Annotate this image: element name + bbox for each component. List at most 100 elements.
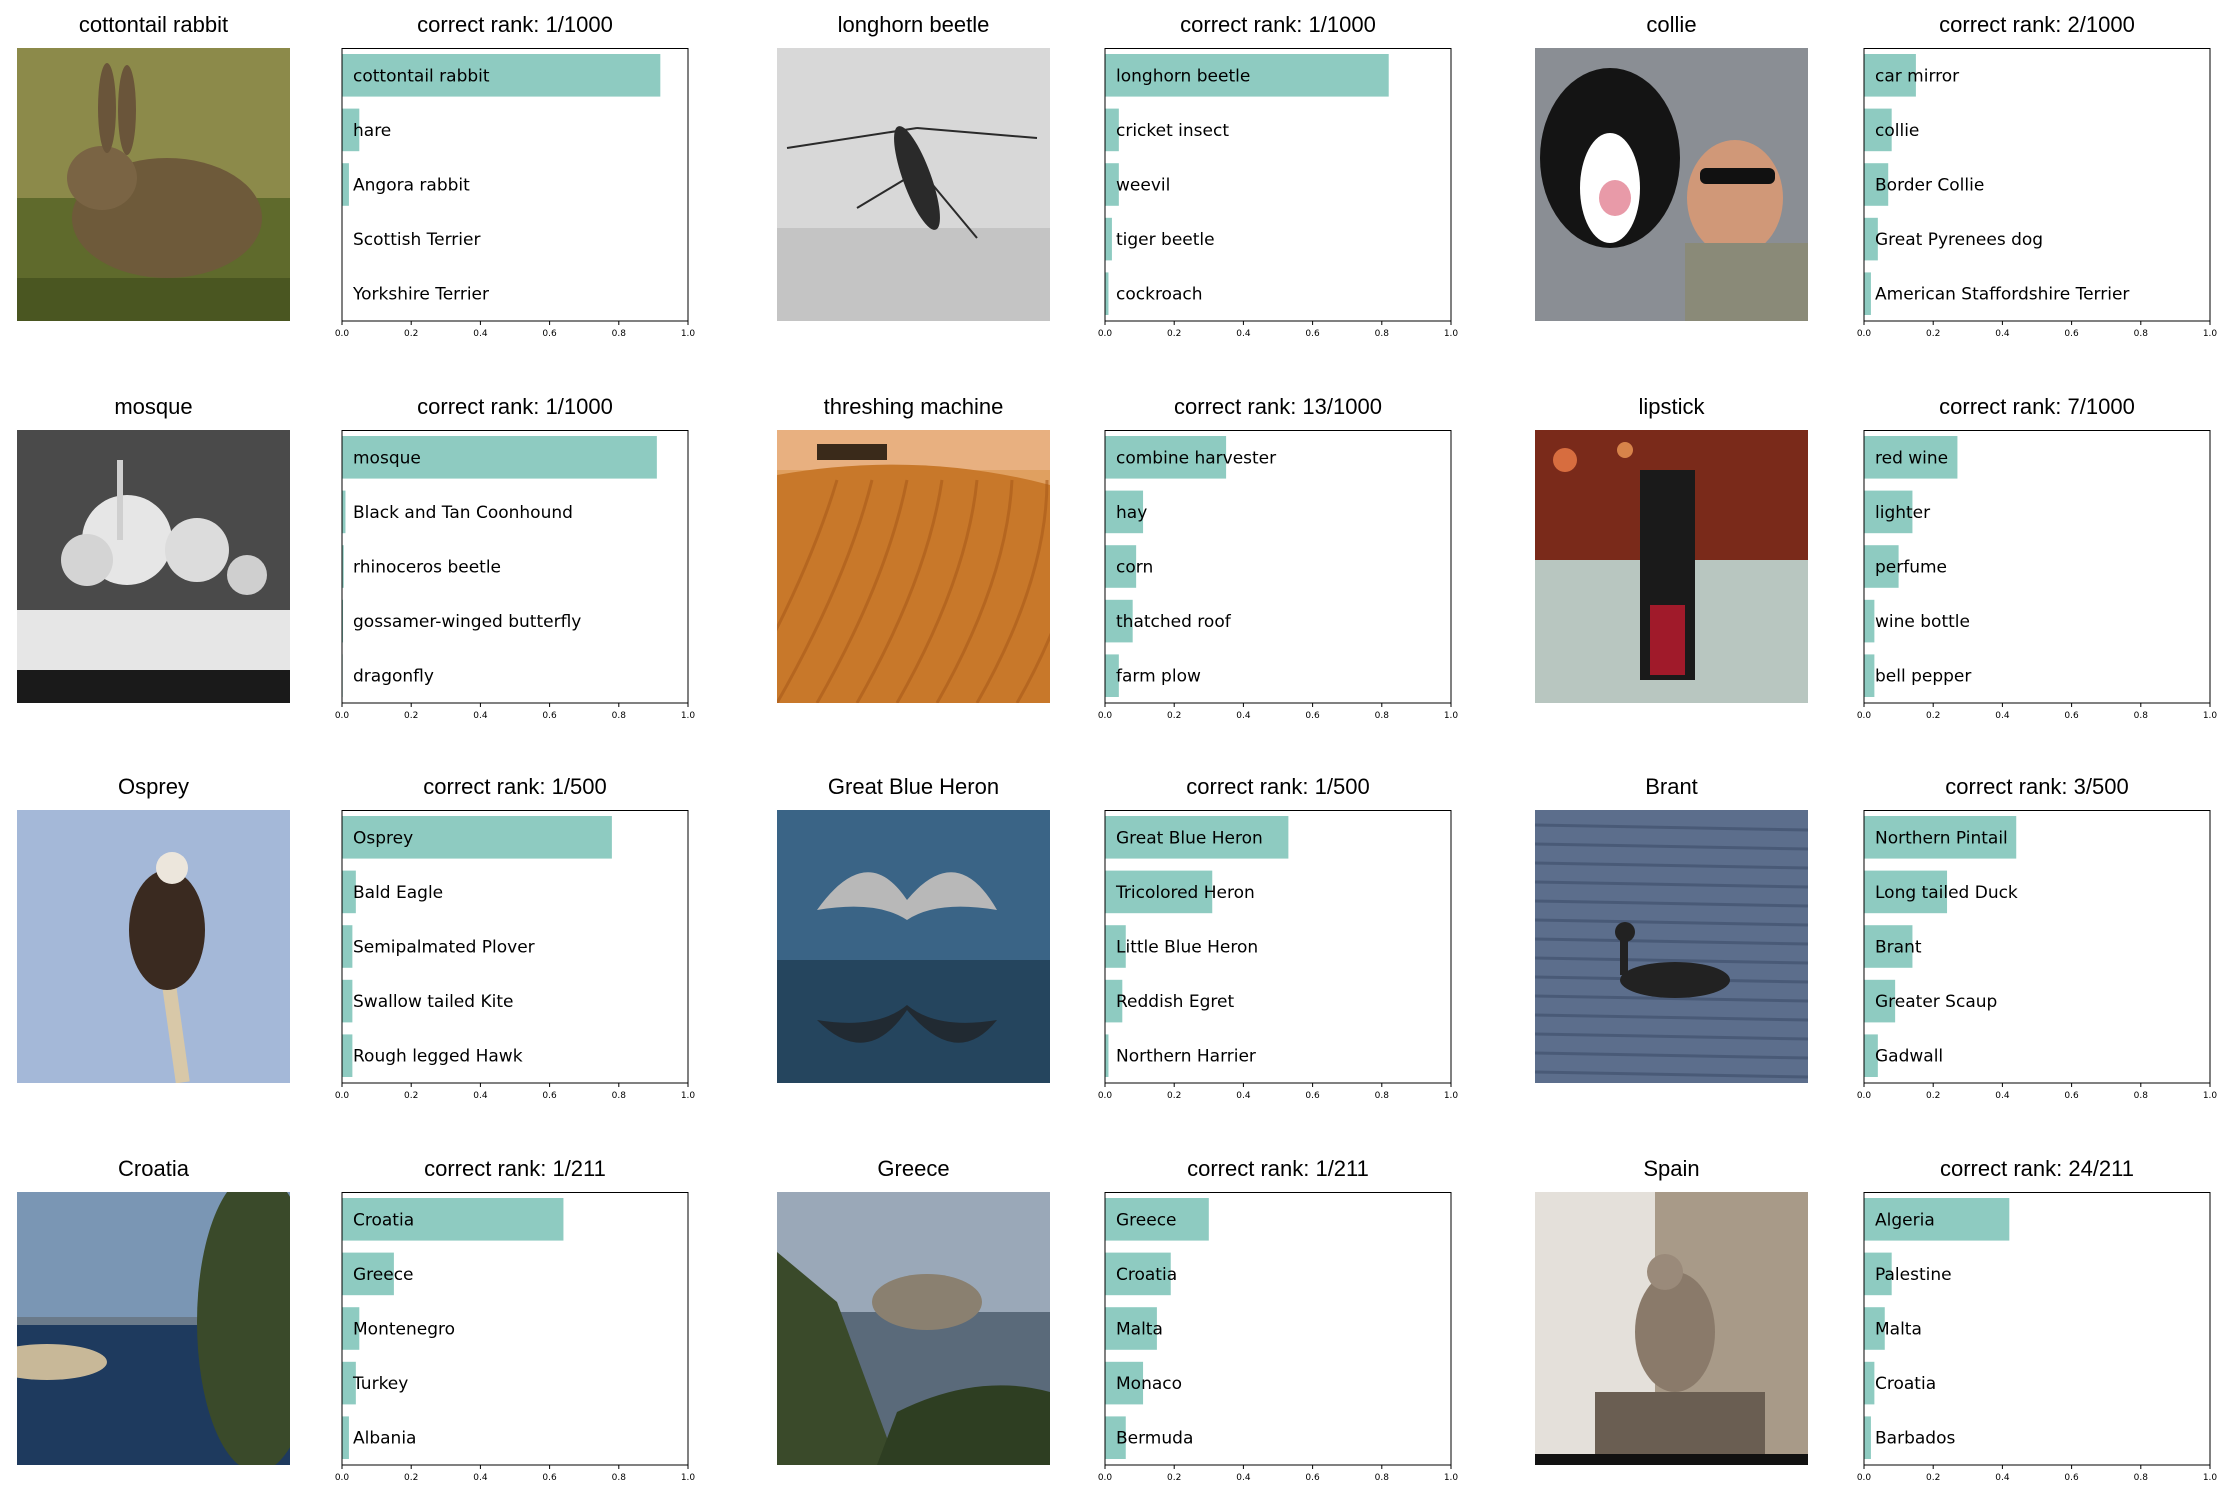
panel-12-bar-chart: Algeria Palestine Malta Croatia Barbados 0.0 0…: [1857, 1192, 2217, 1483]
panel-10-bar-4: [342, 1361, 356, 1405]
panel-5-bar-2: [1105, 490, 1144, 534]
panel-12-bar-5: [1864, 1416, 1871, 1459]
panel-1-x-tick-label-4: 0.6: [542, 329, 557, 339]
panel-9-plot-frame: [1863, 810, 2211, 1084]
panel-2-bar-1: [1105, 54, 1389, 97]
panel-6-bar-4: [1864, 599, 1875, 643]
panel-10-bar-label-5: Albania: [353, 1429, 416, 1449]
panel-3-bar-chart: car mirror collie Border Collie Great Pyren…: [1857, 48, 2217, 339]
panel-3-bar-4: [1864, 217, 1878, 261]
panel-5-x-tick-label-2: 0.2: [1167, 711, 1181, 721]
panel-6-bar-5: [1864, 654, 1875, 697]
panel-1-bar-1: [342, 54, 661, 97]
panel-6-bar-label-2: lighter: [1875, 503, 1930, 523]
panel-7-bar-label-1: Osprey: [353, 828, 413, 848]
panel-9-bar-2: [1864, 870, 1948, 914]
panel-4-bar-1: [342, 436, 657, 479]
panel-3-bar-1: [1864, 54, 1916, 97]
coast-illustration: [17, 1192, 290, 1465]
panel-5-bar-label-1: combine harvester: [1116, 448, 1276, 468]
panel-10-bar-3: [342, 1307, 360, 1350]
panel-12-bar-1: [1864, 1198, 2010, 1241]
panel-1-x-tick-label-2: 0.2: [404, 329, 418, 339]
panel-4-bar-chart: mosque Black and Tan Coonhound rhinoceros …: [335, 430, 695, 721]
panel-6-bar-label-4: wine bottle: [1875, 612, 1970, 632]
panel-9-bar-label-3: Brant: [1875, 938, 1922, 958]
panel-4-image-title: mosque: [114, 394, 193, 419]
panel-11-bar-chart: Greece Croatia Malta Monaco Bermuda 0.0 0.2 0.4…: [1098, 1192, 1458, 1483]
panel-3-plot-frame: [1863, 48, 2211, 322]
panel-12-x-tick-label-3: 0.4: [1995, 1473, 2010, 1483]
panel-10-x-tick-label-2: 0.2: [404, 1473, 418, 1483]
panel-2-x-tick-label-2: 0.2: [1167, 329, 1181, 339]
panel-6-image-title: lipstick: [1638, 394, 1705, 419]
panel-6-chart-title: correct rank: 7/1000: [1939, 394, 2135, 419]
panel-12-bar-label-3: Malta: [1875, 1320, 1922, 1340]
panel-2-bar-chart: longhorn beetle cricket insect weevil tiger…: [1098, 48, 1458, 339]
panel-9-chart-title: correct rank: 3/500: [1945, 774, 2129, 799]
panel-9-bar-1: [1864, 816, 2017, 859]
panel-4-x-tick-label-5: 0.8: [612, 711, 627, 721]
panel-3-bar-label-2: collie: [1875, 121, 1919, 141]
panel-9-bar-5: [1864, 1034, 1878, 1077]
panel-9-x-tick-label-3: 0.4: [1995, 1091, 2010, 1101]
panel-8-bar-5: [1105, 1034, 1109, 1077]
panel-2-image-title: longhorn beetle: [837, 12, 990, 37]
panel-10-bar-2: [342, 1252, 394, 1296]
panel-3-bar-label-4: Great Pyrenees dog: [1875, 230, 2043, 250]
panel-4-plot-frame: [341, 430, 689, 704]
panel-10-x-tick-label-4: 0.6: [542, 1473, 557, 1483]
panel-3-chart-title: correct rank: 2/1000: [1939, 12, 2135, 37]
panel-3-x-tick-label-5: 0.8: [2134, 329, 2149, 339]
panel-8-image-title: Great Blue Heron: [827, 774, 1000, 799]
panel-2-x-tick-label-1: 0.0: [1098, 329, 1113, 339]
panel-10-x-tick-label-1: 0.0: [335, 1473, 350, 1483]
panel-8-bar-1: [1105, 816, 1289, 859]
panel-7-image-title: Osprey: [118, 774, 189, 799]
panel-9-image-title: Brant: [1645, 774, 1698, 799]
panel-4-bar-label-5: dragonfly: [353, 667, 434, 687]
panel-12-bar-3: [1864, 1307, 1885, 1350]
rabbit-illustration: [17, 48, 290, 321]
panel-11-bar-1: [1105, 1198, 1209, 1241]
panel-4-x-tick-label-3: 0.4: [473, 711, 488, 721]
panel-7-x-tick-label-4: 0.6: [542, 1091, 557, 1101]
panel-5-x-tick-label-5: 0.8: [1375, 711, 1390, 721]
panel-4-chart-title: correct rank: 1/1000: [417, 394, 613, 419]
panel-7-bar-5: [342, 1034, 353, 1077]
panel-2-bar-5: [1105, 272, 1109, 315]
panel-6-x-tick-label-1: 0.0: [1857, 711, 1872, 721]
panel-11-bar-label-4: Monaco: [1116, 1374, 1182, 1394]
panel-1-image-title: cottontail rabbit: [78, 12, 229, 37]
panel-9-x-tick-label-1: 0.0: [1857, 1091, 1872, 1101]
panel-9-bar-label-5: Gadwall: [1875, 1047, 1943, 1067]
panel-1-bar-chart: cottontail rabbit hare Angora rabbit Scotti…: [335, 48, 695, 339]
panel-11-bar-label-1: Greece: [1116, 1210, 1177, 1230]
panel-7-x-tick-label-3: 0.4: [473, 1091, 488, 1101]
panel-8-bar-label-1: Great Blue Heron: [1116, 828, 1263, 848]
panel-10-bar-label-3: Montenegro: [353, 1320, 455, 1340]
panel-6-bar-label-3: perfume: [1875, 558, 1947, 578]
panel-10-x-tick-label-5: 0.8: [612, 1473, 627, 1483]
panel-6-photo: [1535, 430, 1808, 703]
panel-11-bar-label-5: Bermuda: [1116, 1429, 1193, 1449]
panel-9-bar-label-4: Greater Scaup: [1875, 992, 1997, 1012]
panel-10-bar-1: [342, 1198, 564, 1241]
panel-1-bar-3: [342, 163, 349, 206]
panel-2-bar-label-2: cricket insect: [1116, 121, 1229, 141]
panel-5-x-tick-label-4: 0.6: [1305, 711, 1320, 721]
panel-1-x-tick-label-1: 0.0: [335, 329, 350, 339]
panel-5-bar-chart: combine harvester hay corn thatched roof far…: [1098, 430, 1458, 721]
panel-3-bar-label-5: American Staffordshire Terrier: [1875, 285, 2129, 305]
panel-2-bar-3: [1105, 163, 1119, 206]
panel-2-bar-label-5: cockroach: [1116, 285, 1203, 305]
panel-9-bar-label-2: Long tailed Duck: [1875, 883, 2018, 903]
panel-4-bar-label-1: mosque: [353, 448, 421, 468]
panel-12-x-tick-label-5: 0.8: [2134, 1473, 2149, 1483]
panel-12-x-tick-label-4: 0.6: [2064, 1473, 2079, 1483]
panel-5-plot-frame: [1104, 430, 1452, 704]
panel-10-chart-title: correct rank: 1/211: [424, 1156, 606, 1181]
panel-3-x-tick-label-4: 0.6: [2064, 329, 2079, 339]
panel-7-plot-frame: [341, 810, 689, 1084]
panel-11-x-tick-label-5: 0.8: [1375, 1473, 1390, 1483]
